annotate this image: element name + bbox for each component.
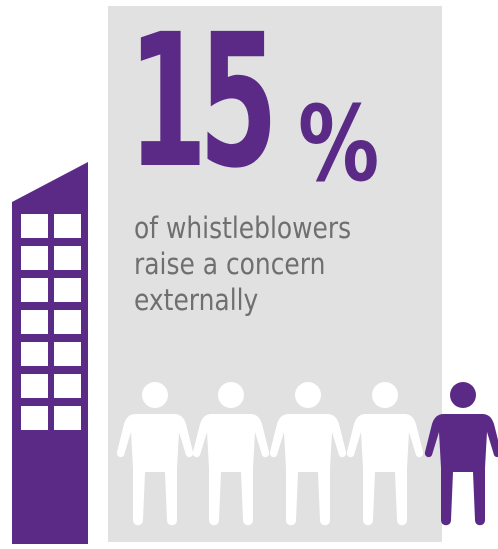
caption-line-1: of whistleblowers bbox=[134, 211, 352, 245]
stat-percent-sign: % bbox=[298, 83, 380, 205]
caption-line-3: externally bbox=[134, 283, 259, 317]
stat-caption: of whistleblowers raise a concern extern… bbox=[134, 210, 392, 318]
caption-line-2: raise a concern bbox=[134, 247, 326, 281]
stat-number: 15 bbox=[128, 0, 278, 209]
office-building-icon bbox=[12, 162, 90, 549]
